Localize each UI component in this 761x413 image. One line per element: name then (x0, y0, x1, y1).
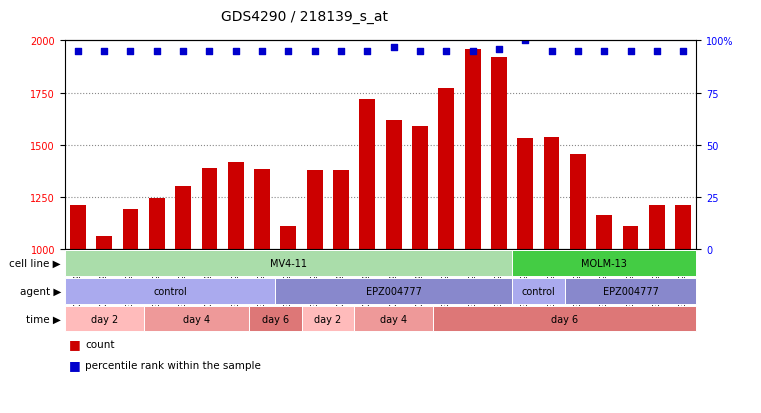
Point (625, 48, 637, 55)
Point (598, 48, 610, 55)
Point (361, 48, 374, 55)
Bar (386, 121, 402, 250)
Text: GDS4290 / 218139_s_at: GDS4290 / 218139_s_at (221, 10, 388, 24)
Text: cell line ▶: cell line ▶ (9, 259, 61, 268)
Point (414, 48, 426, 55)
Text: day 2: day 2 (314, 314, 342, 324)
Text: day 2: day 2 (91, 314, 118, 324)
Text: count: count (85, 339, 115, 349)
Point (124, 48, 136, 55)
Point (677, 48, 689, 55)
Text: day 4: day 4 (183, 314, 210, 324)
Bar (675, 205, 691, 250)
Bar (254, 170, 270, 250)
Point (519, 38, 531, 45)
Text: day 4: day 4 (380, 314, 407, 324)
Bar (149, 199, 164, 250)
Text: ■: ■ (68, 337, 80, 351)
Bar (622, 227, 638, 250)
Text: MV4-11: MV4-11 (270, 259, 307, 268)
Bar (438, 89, 454, 250)
Text: agent ▶: agent ▶ (20, 286, 61, 296)
Bar (123, 209, 139, 250)
Text: time ▶: time ▶ (26, 314, 61, 324)
Text: EPZ004777: EPZ004777 (366, 286, 422, 296)
Text: control: control (521, 286, 556, 296)
Bar (649, 205, 665, 250)
Bar (228, 162, 244, 250)
Bar (570, 155, 586, 250)
Bar (281, 227, 296, 250)
Bar (175, 186, 191, 250)
Bar (359, 100, 375, 250)
Text: EPZ004777: EPZ004777 (603, 286, 658, 296)
Point (256, 48, 268, 55)
Point (98, 48, 110, 55)
Text: MOLM-13: MOLM-13 (581, 259, 627, 268)
Bar (70, 205, 86, 250)
Bar (307, 171, 323, 250)
Bar (491, 58, 507, 250)
Bar (597, 216, 612, 250)
Point (177, 48, 189, 55)
Text: ■: ■ (68, 358, 80, 371)
Point (282, 48, 295, 55)
Text: day 6: day 6 (551, 314, 578, 324)
Point (440, 48, 452, 55)
Bar (412, 127, 428, 250)
Point (493, 46, 505, 53)
Text: control: control (153, 286, 187, 296)
Text: percentile rank within the sample: percentile rank within the sample (85, 360, 261, 370)
Bar (543, 137, 559, 250)
Bar (333, 171, 349, 250)
Point (72, 48, 84, 55)
Point (230, 48, 242, 55)
Point (309, 48, 321, 55)
Point (151, 48, 163, 55)
Bar (202, 169, 218, 250)
Bar (517, 138, 533, 250)
Point (466, 48, 479, 55)
Text: day 6: day 6 (262, 314, 288, 324)
Bar (96, 236, 112, 250)
Point (387, 44, 400, 51)
Point (546, 48, 558, 55)
Point (335, 48, 347, 55)
Point (203, 48, 215, 55)
Point (651, 48, 663, 55)
Point (572, 48, 584, 55)
Bar (465, 50, 480, 250)
